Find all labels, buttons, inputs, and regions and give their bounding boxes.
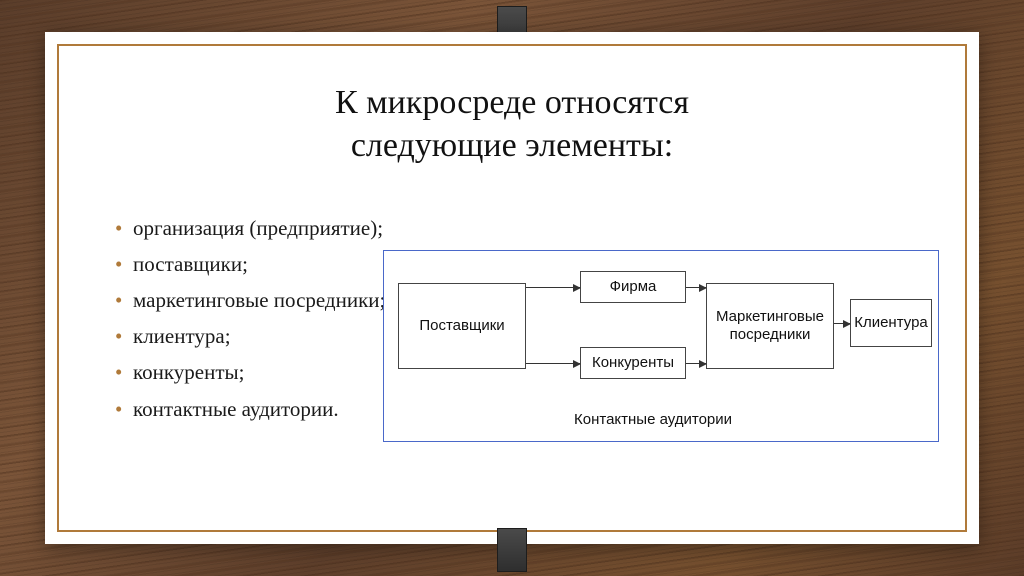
diagram-caption: Контактные аудитории (574, 411, 732, 428)
bullet-list: организация (предприятие); поставщики; м… (115, 210, 385, 427)
arrow (686, 363, 706, 364)
title-line-2: следующие элементы: (351, 127, 673, 164)
flow-diagram: Поставщики Фирма Конкуренты Маркетинговы… (383, 250, 939, 442)
list-item-text: поставщики; (133, 252, 248, 276)
list-item: контактные аудитории. (115, 391, 385, 427)
node-suppliers: Поставщики (398, 283, 526, 369)
arrow (686, 287, 706, 288)
list-item: поставщики; (115, 246, 385, 282)
list-item-text: клиентура; (133, 324, 231, 348)
arrow (526, 287, 580, 288)
node-competitors: Конкуренты (580, 347, 686, 379)
list-item-text: контактные аудитории. (133, 397, 339, 421)
list-item-text: маркетинговые посредники; (133, 288, 385, 312)
slide-card: К микросреде относятся следующие элемент… (45, 32, 979, 544)
list-item-text: конкуренты; (133, 360, 244, 384)
list-item: клиентура; (115, 318, 385, 354)
arrow (834, 323, 850, 324)
node-marketers: Маркетинговые посредники (706, 283, 834, 369)
list-item: конкуренты; (115, 354, 385, 390)
list-item: маркетинговые посредники; (115, 282, 385, 318)
list-item-text: организация (предприятие); (133, 216, 383, 240)
node-clientele: Клиентура (850, 299, 932, 347)
list-item: организация (предприятие); (115, 210, 385, 246)
slide-title: К микросреде относятся следующие элемент… (45, 82, 979, 167)
node-firm: Фирма (580, 271, 686, 303)
binder-clip-bottom (497, 528, 527, 572)
title-line-1: К микросреде относятся (335, 84, 689, 121)
arrow (526, 363, 580, 364)
